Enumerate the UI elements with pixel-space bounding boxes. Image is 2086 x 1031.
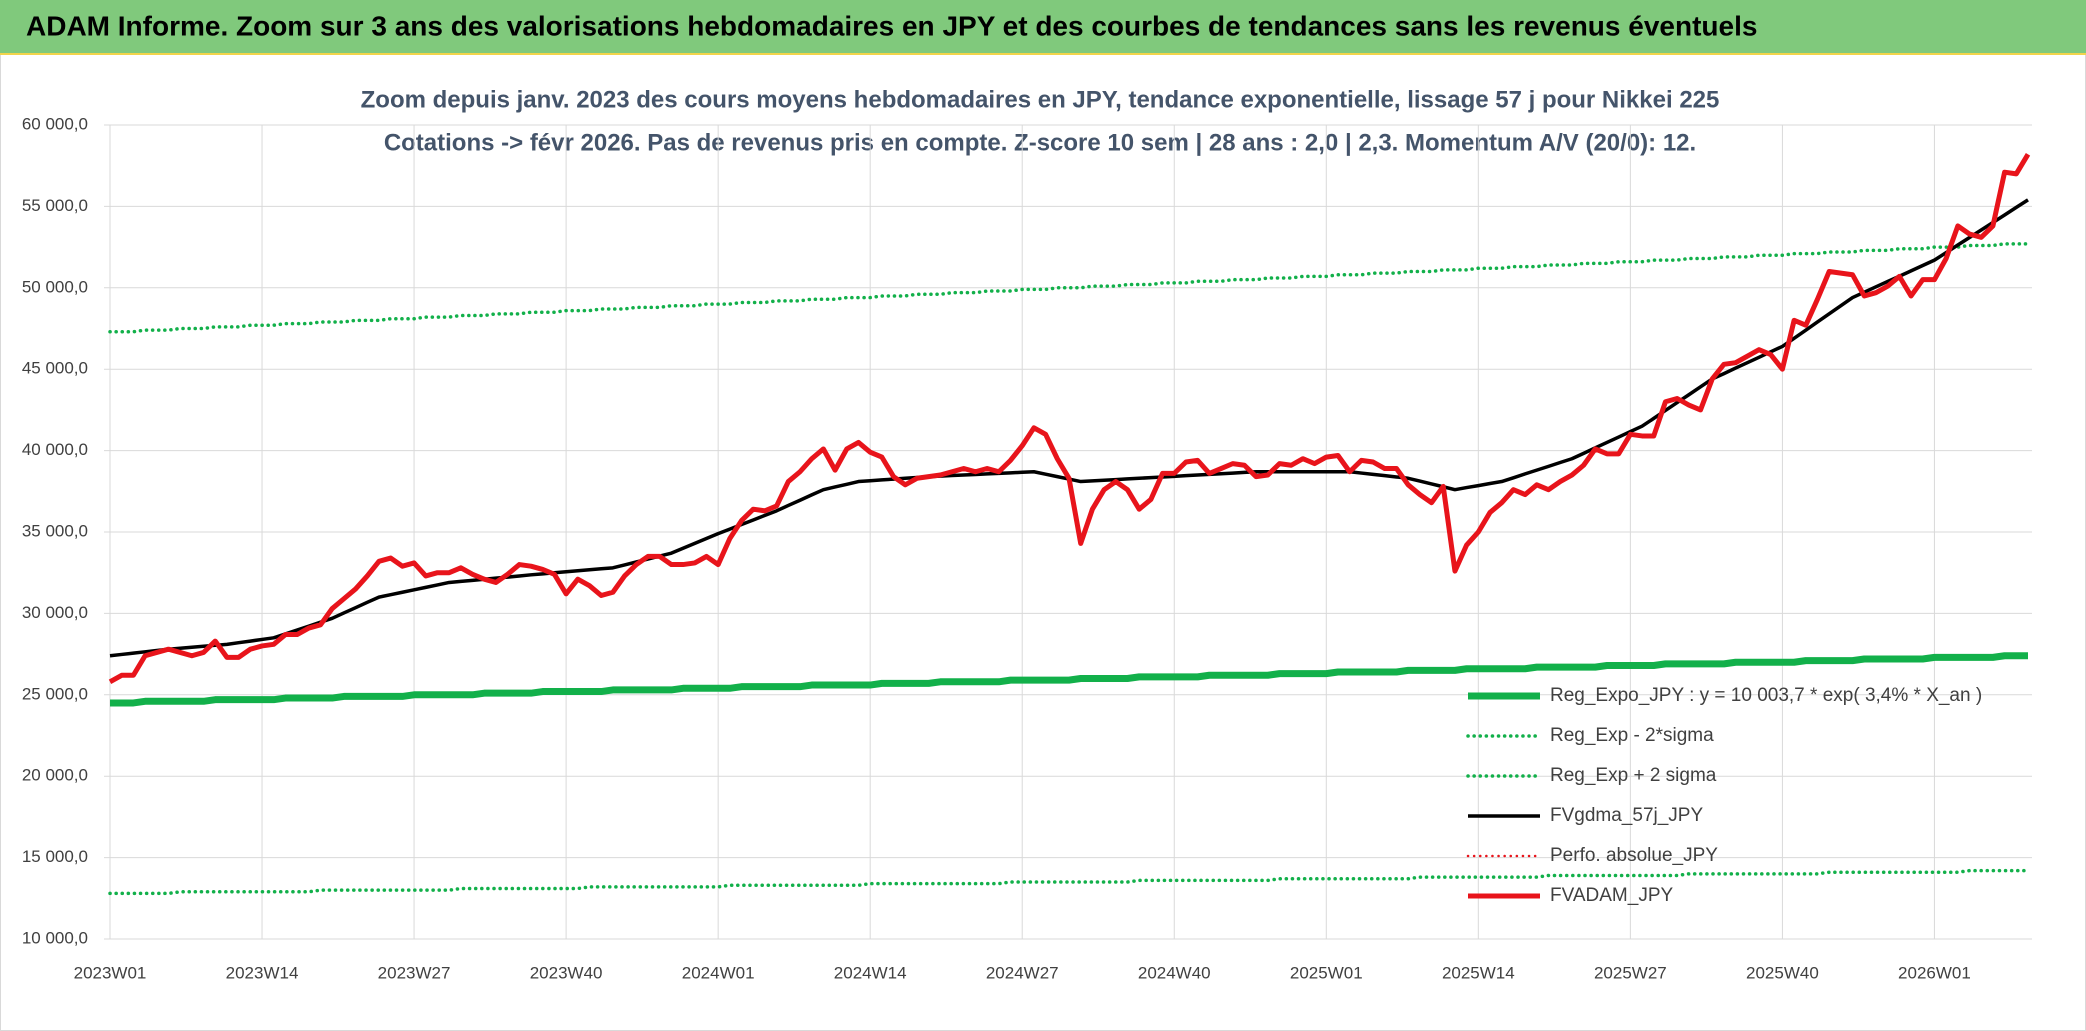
x-tick-label: 2026W01 (1898, 963, 1971, 982)
legend-item: Perfo. absolue_JPY (1466, 845, 1718, 866)
legend-label: Perfo. absolue_JPY (1550, 845, 1718, 866)
y-tick-label: 20 000,0 (22, 766, 88, 785)
legend-label: FVgdma_57j_JPY (1550, 805, 1703, 826)
series-line (108, 242, 2030, 334)
x-tick-label: 2025W27 (1594, 963, 1667, 982)
legend-item: Reg_Exp - 2*sigma (1466, 725, 1714, 746)
x-tick-label: 2024W40 (1138, 963, 1211, 982)
legend-item: FVADAM_JPY (1468, 885, 1674, 906)
header-rule (0, 53, 2086, 55)
x-tick-label: 2023W01 (74, 963, 147, 982)
y-tick-label: 55 000,0 (22, 196, 88, 215)
x-tick-label: 2024W14 (834, 963, 907, 982)
y-tick-label: 40 000,0 (22, 440, 88, 459)
y-tick-label: 15 000,0 (22, 847, 88, 866)
x-tick-label: 2023W40 (530, 963, 603, 982)
x-tick-label: 2023W14 (226, 963, 299, 982)
chart-subtitle: Zoom depuis janv. 2023 des cours moyens … (361, 86, 1720, 113)
y-tick-label: 45 000,0 (22, 359, 88, 378)
y-tick-label: 50 000,0 (22, 277, 88, 296)
series-line (108, 868, 2030, 896)
x-tick-label: 2025W14 (1442, 963, 1515, 982)
header-bar (0, 0, 2086, 53)
y-tick-label: 10 000,0 (22, 928, 88, 947)
legend-label: Reg_Exp - 2*sigma (1550, 725, 1714, 746)
legend-item: FVgdma_57j_JPY (1468, 805, 1703, 826)
x-tick-label: 2025W01 (1290, 963, 1363, 982)
x-tick-label: 2024W27 (986, 963, 1059, 982)
legend-label: FVADAM_JPY (1550, 885, 1674, 906)
series-line (110, 652, 2028, 707)
chart-subtitle: Cotations -> févr 2026. Pas de revenus p… (384, 129, 1696, 156)
y-tick-label: 60 000,0 (22, 114, 88, 133)
legend-label: Reg_Exp + 2 sigma (1550, 765, 1717, 786)
series-line (108, 153, 2031, 684)
legend-item: Reg_Expo_JPY : y = 10 003,7 * exp( 3,4% … (1468, 685, 1982, 706)
y-tick-label: 25 000,0 (22, 684, 88, 703)
x-tick-label: 2023W27 (378, 963, 451, 982)
chart-title: ADAM Informe. Zoom sur 3 ans des valoris… (26, 10, 1757, 41)
x-tick-label: 2024W01 (682, 963, 755, 982)
legend-item: Reg_Exp + 2 sigma (1466, 765, 1717, 786)
legend-label: Reg_Expo_JPY : y = 10 003,7 * exp( 3,4% … (1550, 685, 1982, 706)
y-tick-label: 35 000,0 (22, 521, 88, 540)
y-tick-label: 30 000,0 (22, 603, 88, 622)
x-tick-label: 2025W40 (1746, 963, 1819, 982)
